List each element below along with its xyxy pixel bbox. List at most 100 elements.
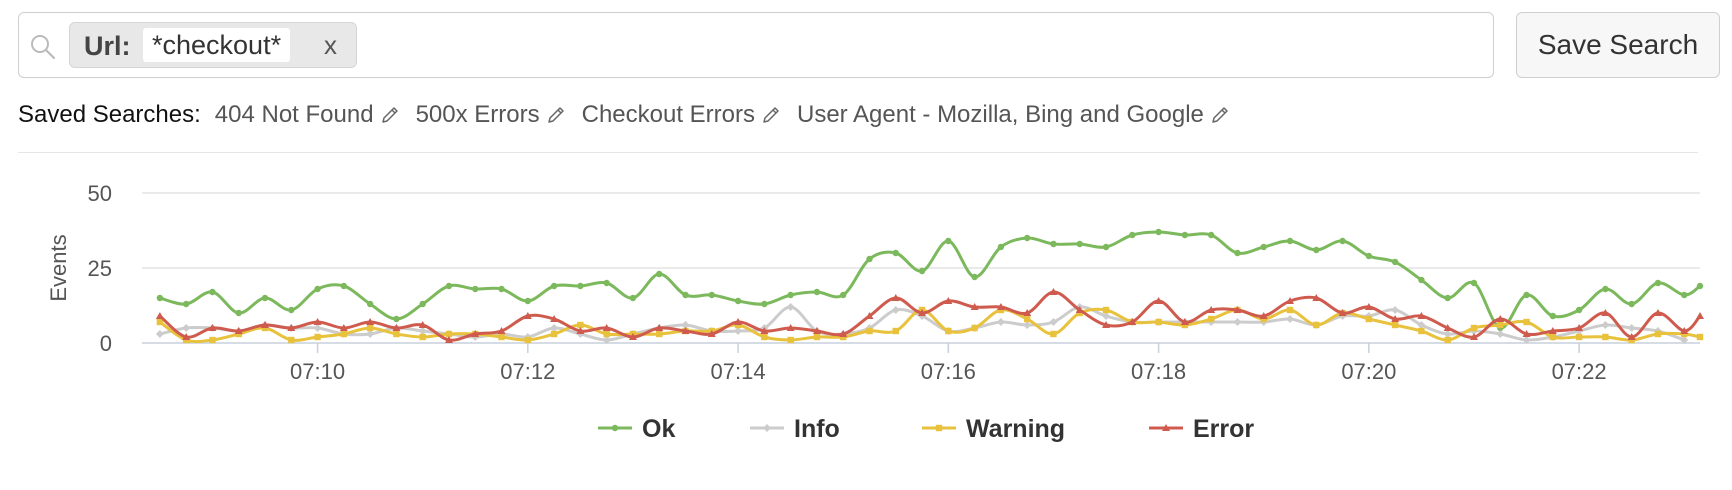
data-point bbox=[550, 315, 559, 322]
data-point bbox=[1696, 333, 1704, 341]
data-point bbox=[1522, 336, 1531, 344]
saved-searches: Saved Searches: 404 Not Found 500x Error… bbox=[18, 100, 1246, 130]
pencil-icon[interactable] bbox=[380, 105, 400, 125]
pencil-icon[interactable] bbox=[1210, 105, 1230, 125]
saved-search-item[interactable]: User Agent - Mozilla, Bing and Google bbox=[797, 101, 1230, 129]
data-point bbox=[734, 327, 743, 335]
data-point bbox=[1102, 321, 1111, 328]
x-tick-label: 07:16 bbox=[921, 359, 976, 384]
saved-search-item[interactable]: Checkout Errors bbox=[582, 101, 781, 129]
data-point bbox=[681, 327, 690, 334]
data-point bbox=[892, 327, 899, 335]
data-point bbox=[1338, 309, 1347, 316]
data-point bbox=[786, 324, 795, 331]
data-point bbox=[1050, 240, 1057, 248]
saved-searches-label: Saved Searches: bbox=[18, 101, 201, 128]
pencil-icon[interactable] bbox=[761, 105, 781, 125]
pencil-icon[interactable] bbox=[546, 105, 566, 125]
data-point bbox=[182, 324, 191, 332]
divider bbox=[18, 152, 1698, 153]
data-point bbox=[550, 282, 558, 290]
legend-item-warning[interactable]: Warning bbox=[922, 415, 1065, 443]
data-point bbox=[1155, 228, 1162, 236]
data-point bbox=[945, 327, 952, 335]
data-point bbox=[524, 297, 532, 305]
data-point bbox=[1523, 318, 1530, 326]
data-point bbox=[1444, 294, 1451, 302]
legend-item-ok[interactable]: Ok bbox=[598, 415, 675, 443]
data-point bbox=[1681, 291, 1688, 299]
data-point bbox=[182, 333, 191, 340]
y-axis-label: Events bbox=[46, 234, 71, 301]
data-point bbox=[208, 324, 217, 331]
saved-search-item[interactable]: 500x Errors bbox=[416, 101, 566, 129]
data-point bbox=[1050, 330, 1057, 338]
data-point bbox=[996, 318, 1005, 326]
x-tick-label: 07:20 bbox=[1341, 359, 1396, 384]
filter-value: *checkout* bbox=[143, 28, 291, 62]
x-tick-label: 07:10 bbox=[290, 359, 345, 384]
saved-search-name: 500x Errors bbox=[415, 101, 540, 128]
data-point bbox=[1365, 252, 1373, 260]
x-tick-label: 07:12 bbox=[500, 359, 555, 384]
saved-search-name: Checkout Errors bbox=[581, 101, 755, 128]
data-point bbox=[1049, 288, 1058, 295]
data-point bbox=[1233, 306, 1242, 313]
data-point bbox=[682, 291, 689, 299]
data-point bbox=[603, 330, 610, 338]
data-point bbox=[577, 282, 584, 290]
data-point bbox=[813, 333, 821, 341]
data-point bbox=[866, 327, 873, 335]
data-point bbox=[339, 324, 348, 331]
data-point bbox=[708, 291, 715, 299]
data-point bbox=[419, 300, 426, 308]
data-point bbox=[419, 333, 426, 341]
data-point bbox=[1575, 306, 1583, 314]
data-point bbox=[1023, 321, 1032, 329]
search-input[interactable]: Url: *checkout* x bbox=[18, 12, 1494, 78]
data-point bbox=[971, 324, 978, 332]
data-point bbox=[629, 294, 637, 302]
x-tick-label: 07:22 bbox=[1552, 359, 1607, 384]
data-point bbox=[340, 330, 348, 338]
data-point bbox=[944, 297, 953, 304]
data-point bbox=[1417, 312, 1426, 319]
save-search-button[interactable]: Save Search bbox=[1516, 12, 1720, 78]
data-point bbox=[1075, 306, 1084, 313]
data-point bbox=[314, 285, 321, 293]
data-point bbox=[340, 282, 348, 290]
data-point bbox=[1102, 306, 1110, 314]
data-point bbox=[366, 300, 374, 308]
data-point bbox=[1023, 234, 1031, 242]
data-point bbox=[918, 309, 927, 316]
data-point bbox=[970, 303, 979, 310]
data-point bbox=[1154, 297, 1163, 304]
data-point bbox=[313, 318, 322, 325]
data-point bbox=[497, 327, 506, 334]
data-point bbox=[997, 243, 1005, 251]
data-point bbox=[1497, 321, 1504, 329]
remove-filter-button[interactable]: x bbox=[324, 30, 337, 60]
data-point bbox=[1181, 231, 1189, 239]
data-point bbox=[472, 285, 479, 293]
data-point bbox=[1522, 330, 1531, 337]
data-point bbox=[1102, 312, 1111, 320]
data-point bbox=[1575, 324, 1584, 331]
legend-item-info[interactable]: Info bbox=[750, 415, 840, 443]
data-point bbox=[1286, 237, 1294, 245]
data-point bbox=[235, 309, 242, 317]
saved-search-name: User Agent - Mozilla, Bing and Google bbox=[797, 101, 1204, 128]
legend-item-error[interactable]: Error bbox=[1149, 415, 1254, 443]
data-point bbox=[1470, 279, 1478, 287]
legend-marker bbox=[763, 424, 771, 432]
data-point bbox=[577, 321, 584, 329]
data-point bbox=[1207, 306, 1216, 313]
data-point bbox=[1180, 318, 1189, 325]
data-point bbox=[891, 294, 900, 301]
data-point bbox=[734, 297, 742, 305]
saved-search-name: 404 Not Found bbox=[214, 101, 374, 128]
data-point bbox=[1470, 324, 1478, 332]
saved-search-item[interactable]: 404 Not Found bbox=[215, 101, 400, 129]
data-point bbox=[656, 270, 663, 278]
data-point bbox=[418, 321, 427, 328]
